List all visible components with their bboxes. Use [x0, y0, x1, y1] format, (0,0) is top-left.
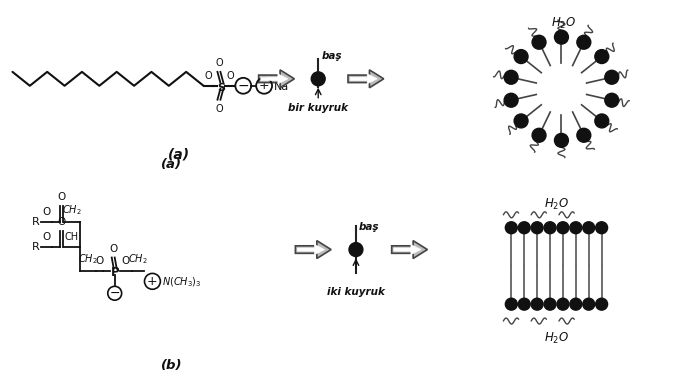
Text: baş: baş [321, 51, 342, 61]
Text: $H_2O$: $H_2O$ [544, 331, 569, 346]
Text: bir kuyruk: bir kuyruk [288, 103, 348, 113]
Text: O: O [42, 231, 50, 242]
Circle shape [570, 298, 582, 310]
Circle shape [596, 298, 607, 310]
Polygon shape [348, 70, 384, 88]
Text: +: + [259, 79, 270, 92]
Text: O: O [96, 256, 104, 267]
Circle shape [583, 298, 595, 310]
Text: −: − [238, 79, 249, 93]
Circle shape [570, 222, 582, 234]
Text: R: R [32, 241, 40, 252]
Text: $CH_2$: $CH_2$ [62, 203, 82, 217]
Circle shape [532, 128, 546, 142]
Text: O: O [205, 71, 213, 81]
Text: iki kuyruk: iki kuyruk [327, 287, 385, 297]
Text: (a): (a) [168, 147, 190, 161]
Circle shape [605, 93, 619, 107]
Circle shape [596, 222, 607, 234]
Circle shape [349, 243, 363, 257]
Circle shape [595, 114, 609, 128]
Polygon shape [261, 74, 288, 84]
Polygon shape [297, 244, 325, 254]
Circle shape [577, 35, 591, 49]
Text: $CH_2$: $CH_2$ [78, 253, 98, 267]
Text: +: + [147, 275, 158, 288]
Text: O: O [227, 71, 234, 81]
Circle shape [544, 222, 556, 234]
Circle shape [555, 133, 569, 147]
Circle shape [311, 72, 325, 86]
Circle shape [505, 222, 517, 234]
Circle shape [514, 114, 528, 128]
Polygon shape [392, 241, 427, 259]
Text: R: R [32, 217, 40, 227]
Polygon shape [259, 70, 295, 88]
Text: $N(CH_3)_3$: $N(CH_3)_3$ [163, 275, 202, 289]
Circle shape [531, 298, 543, 310]
Circle shape [504, 70, 518, 84]
Polygon shape [295, 241, 331, 259]
Text: (b): (b) [161, 359, 182, 372]
Circle shape [504, 93, 518, 107]
Text: O: O [57, 192, 65, 202]
Circle shape [518, 298, 530, 310]
Circle shape [518, 222, 530, 234]
Text: S: S [218, 83, 225, 93]
Circle shape [595, 50, 609, 63]
Circle shape [557, 298, 569, 310]
Text: CH: CH [65, 231, 79, 242]
Circle shape [555, 30, 569, 44]
Circle shape [544, 298, 556, 310]
Text: Na: Na [274, 82, 289, 92]
Text: O: O [110, 244, 118, 254]
Text: −: − [109, 287, 120, 300]
Circle shape [605, 70, 619, 84]
Text: O: O [122, 256, 130, 267]
Circle shape [583, 222, 595, 234]
Text: O: O [215, 104, 223, 113]
Circle shape [577, 128, 591, 142]
Circle shape [557, 222, 569, 234]
Circle shape [531, 222, 543, 234]
Text: O: O [215, 58, 223, 68]
Text: O: O [42, 207, 50, 217]
Circle shape [532, 35, 546, 49]
Text: $CH_2$: $CH_2$ [128, 253, 147, 267]
Text: P: P [111, 266, 119, 279]
Text: $H_2O$: $H_2O$ [551, 16, 576, 31]
Polygon shape [394, 244, 421, 254]
Circle shape [514, 50, 528, 63]
Text: baş: baş [359, 222, 379, 232]
Text: O: O [57, 217, 65, 227]
Text: (a): (a) [161, 158, 182, 171]
Circle shape [505, 298, 517, 310]
Polygon shape [350, 74, 377, 84]
Text: $H_2O$: $H_2O$ [544, 197, 569, 212]
